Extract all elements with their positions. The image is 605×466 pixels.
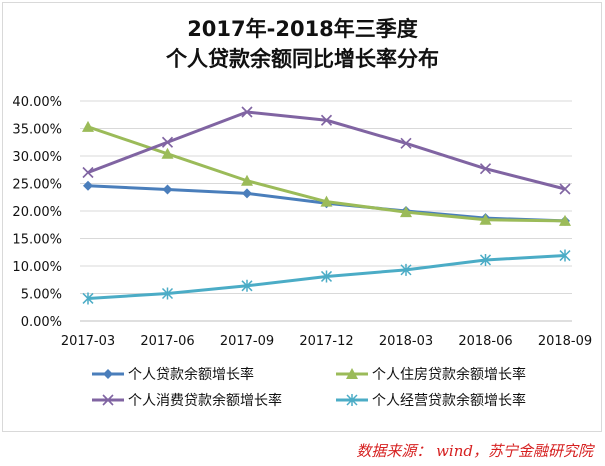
legend-marker-shape bbox=[102, 394, 114, 406]
data-point bbox=[82, 292, 94, 305]
data-point bbox=[161, 136, 174, 148]
series-3 bbox=[82, 106, 571, 195]
legend-marker bbox=[103, 369, 113, 379]
x-tick-label: 2017-09 bbox=[220, 334, 274, 349]
data-point bbox=[320, 195, 333, 207]
legend-item: 个人贷款余额增长率 bbox=[90, 364, 254, 384]
series-2 bbox=[82, 120, 571, 226]
legend-item: 个人经营贷款余额增长率 bbox=[334, 390, 526, 410]
legend-marker-shape bbox=[346, 368, 358, 379]
y-tick-label: 5.00% bbox=[21, 288, 62, 303]
x-tick-label: 2017-12 bbox=[299, 334, 353, 349]
y-tick-label: 0.00% bbox=[21, 315, 62, 330]
legend-swatch bbox=[336, 368, 368, 379]
y-tick-label: 20.00% bbox=[12, 205, 62, 220]
legend-label: 个人贷款余额增长率 bbox=[128, 367, 254, 383]
data-point bbox=[241, 174, 253, 186]
legend-item: 个人住房贷款余额增长率 bbox=[334, 364, 526, 384]
legend-marker bbox=[346, 368, 358, 379]
series-4 bbox=[82, 249, 571, 305]
y-tick-label: 40.00% bbox=[12, 95, 62, 110]
data-point bbox=[479, 163, 492, 175]
data-point bbox=[162, 184, 173, 195]
x-tick-label: 2017-03 bbox=[61, 334, 115, 349]
data-point bbox=[320, 114, 333, 126]
data-point bbox=[479, 253, 492, 266]
data-point bbox=[241, 279, 253, 292]
data-point bbox=[559, 249, 571, 262]
y-tick-label: 10.00% bbox=[12, 260, 62, 275]
data-point bbox=[82, 120, 94, 132]
data-point bbox=[479, 213, 492, 225]
legend-item: 个人消费贷款余额增长率 bbox=[90, 390, 282, 410]
chart-title-line1: 2017年-2018年三季度 bbox=[187, 17, 418, 41]
x-tick-label: 2017-06 bbox=[140, 334, 194, 349]
y-tick-label: 35.00% bbox=[12, 123, 62, 138]
data-point bbox=[161, 287, 174, 300]
data-point bbox=[242, 188, 252, 199]
data-point bbox=[320, 270, 333, 283]
legend-swatch bbox=[336, 394, 368, 406]
legend-marker bbox=[346, 394, 358, 406]
x-tick-label: 2018-09 bbox=[538, 334, 592, 349]
data-point bbox=[161, 147, 174, 159]
chart-frame bbox=[2, 2, 602, 432]
legend-swatch bbox=[92, 369, 124, 379]
legend-marker bbox=[102, 394, 114, 406]
data-point bbox=[400, 206, 412, 218]
data-point bbox=[400, 263, 412, 276]
data-point bbox=[559, 214, 571, 226]
source-note: 数据来源： wind，苏宁金融研究院 bbox=[356, 442, 593, 460]
data-point bbox=[83, 180, 93, 191]
legend-label: 个人住房贷款余额增长率 bbox=[372, 367, 526, 383]
y-tick-label: 15.00% bbox=[12, 233, 62, 248]
legend-swatch bbox=[92, 394, 124, 406]
data-point bbox=[400, 137, 412, 149]
data-point bbox=[82, 166, 94, 179]
data-point bbox=[241, 106, 253, 118]
y-tick-label: 25.00% bbox=[12, 178, 62, 193]
legend-marker-shape bbox=[346, 394, 358, 406]
chart-title-line2: 个人贷款余额同比增长率分布 bbox=[166, 47, 439, 71]
x-tick-label: 2018-03 bbox=[379, 334, 433, 349]
y-tick-label: 30.00% bbox=[12, 150, 62, 165]
chart-title: 2017年-2018年三季度 个人贷款余额同比增长率分布 bbox=[0, 14, 605, 74]
legend-label: 个人消费贷款余额增长率 bbox=[128, 393, 282, 409]
legend-label: 个人经营贷款余额增长率 bbox=[372, 393, 526, 409]
legend-marker-shape bbox=[103, 369, 113, 379]
data-point bbox=[559, 183, 571, 195]
x-tick-label: 2018-06 bbox=[458, 334, 512, 349]
